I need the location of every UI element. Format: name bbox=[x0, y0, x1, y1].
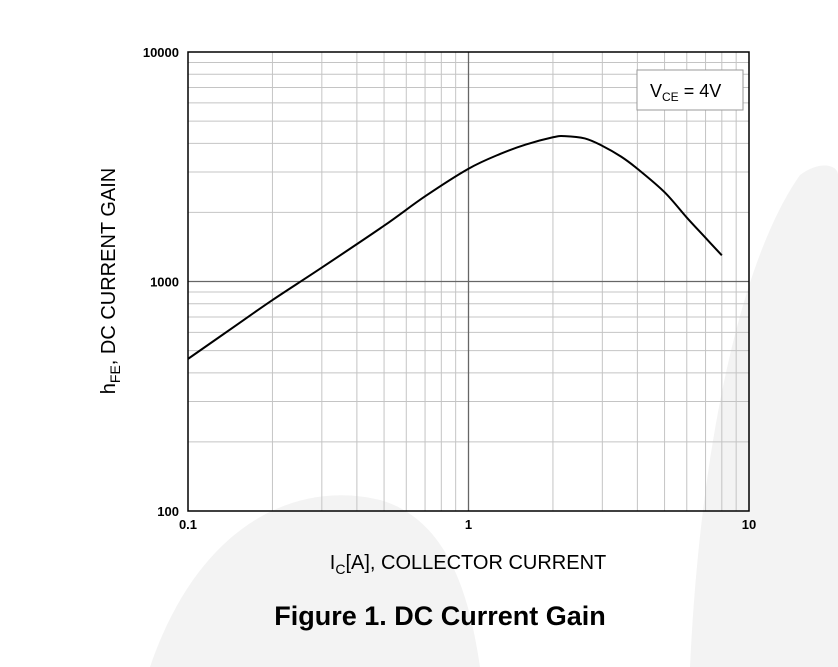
y-tick-label: 1000 bbox=[150, 275, 179, 290]
x-tick-label: 10 bbox=[742, 517, 756, 532]
series-line bbox=[188, 135, 723, 360]
x-tick-label: 1 bbox=[465, 517, 472, 532]
major-grid bbox=[188, 52, 749, 511]
series-layer bbox=[188, 135, 723, 360]
y-tick-label: 10000 bbox=[143, 45, 179, 60]
annotation-label: VCE = 4V bbox=[650, 81, 721, 104]
x-axis-title: IC[A], COLLECTOR CURRENT bbox=[330, 552, 606, 577]
y-axis-title: hFE, DC CURRENT GAIN bbox=[98, 168, 123, 394]
tick-labels: 0.1 1 10 100 1000 10000 bbox=[143, 45, 756, 532]
annotation-box: VCE = 4V bbox=[636, 69, 744, 111]
y-tick-label: 100 bbox=[157, 504, 179, 519]
plot-frame bbox=[187, 51, 750, 512]
watermark-shape bbox=[150, 165, 838, 667]
figure-caption: Figure 1. DC Current Gain bbox=[274, 601, 606, 631]
x-tick-label: 0.1 bbox=[179, 517, 197, 532]
